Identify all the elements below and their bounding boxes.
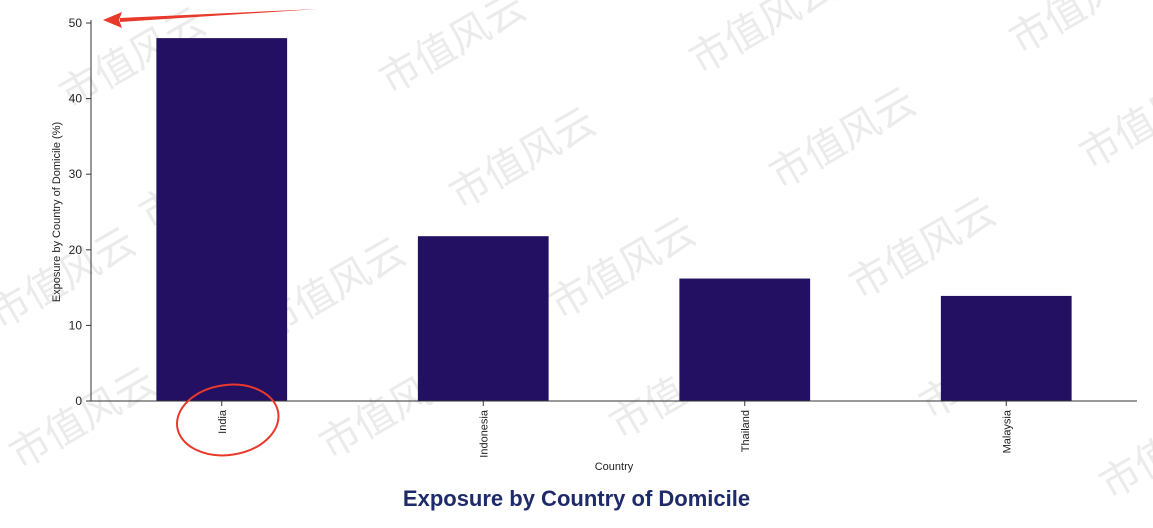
- watermark-text: 市值风云: [372, 0, 534, 104]
- y-tick-label: 20: [69, 243, 83, 257]
- y-axis-label: Exposure by Country of Domicile (%): [51, 122, 63, 302]
- x-tick-label: Indonesia: [478, 409, 490, 458]
- watermark-text: 市值风云: [542, 209, 704, 329]
- watermark-text: 市值风云: [1072, 59, 1153, 179]
- bars-layer: [156, 38, 1072, 402]
- watermark-text: 市值风云: [442, 99, 604, 219]
- bar-india: [156, 38, 288, 402]
- x-tick-label: Malaysia: [1001, 409, 1013, 453]
- y-tick-label: 40: [69, 92, 83, 106]
- y-tick-label: 0: [75, 394, 82, 408]
- watermark-text: 市值风云: [1002, 0, 1153, 64]
- watermark-text: 市值风云: [2, 359, 164, 479]
- annotation-layer: [103, 9, 318, 457]
- annotation-arrow-shaft: [120, 9, 318, 22]
- axes-layer: [90, 20, 1137, 402]
- y-tick-label: 10: [69, 318, 83, 332]
- chart-title: Exposure by Country of Domicile: [402, 486, 751, 511]
- annotation-arrow-head: [103, 12, 122, 28]
- bar-indonesia: [417, 236, 549, 401]
- watermark-text: 市值风云: [682, 0, 844, 84]
- y-ticks: 0 10 20 30 40 50: [69, 16, 91, 408]
- x-tick-label: India: [217, 409, 229, 434]
- annotation-circle: [176, 383, 280, 457]
- x-axis-label: Country: [595, 461, 634, 473]
- bar-thailand: [679, 278, 811, 401]
- watermark-text: 市值风云: [842, 189, 1004, 309]
- x-tick-label: Thailand: [740, 410, 752, 452]
- x-ticks: India Indonesia Thailand Malaysia: [217, 401, 1013, 458]
- y-tick-label: 50: [69, 16, 83, 30]
- y-tick-label: 30: [69, 167, 83, 181]
- watermark-text: 市值风云: [762, 79, 924, 199]
- bar-malaysia: [940, 295, 1072, 401]
